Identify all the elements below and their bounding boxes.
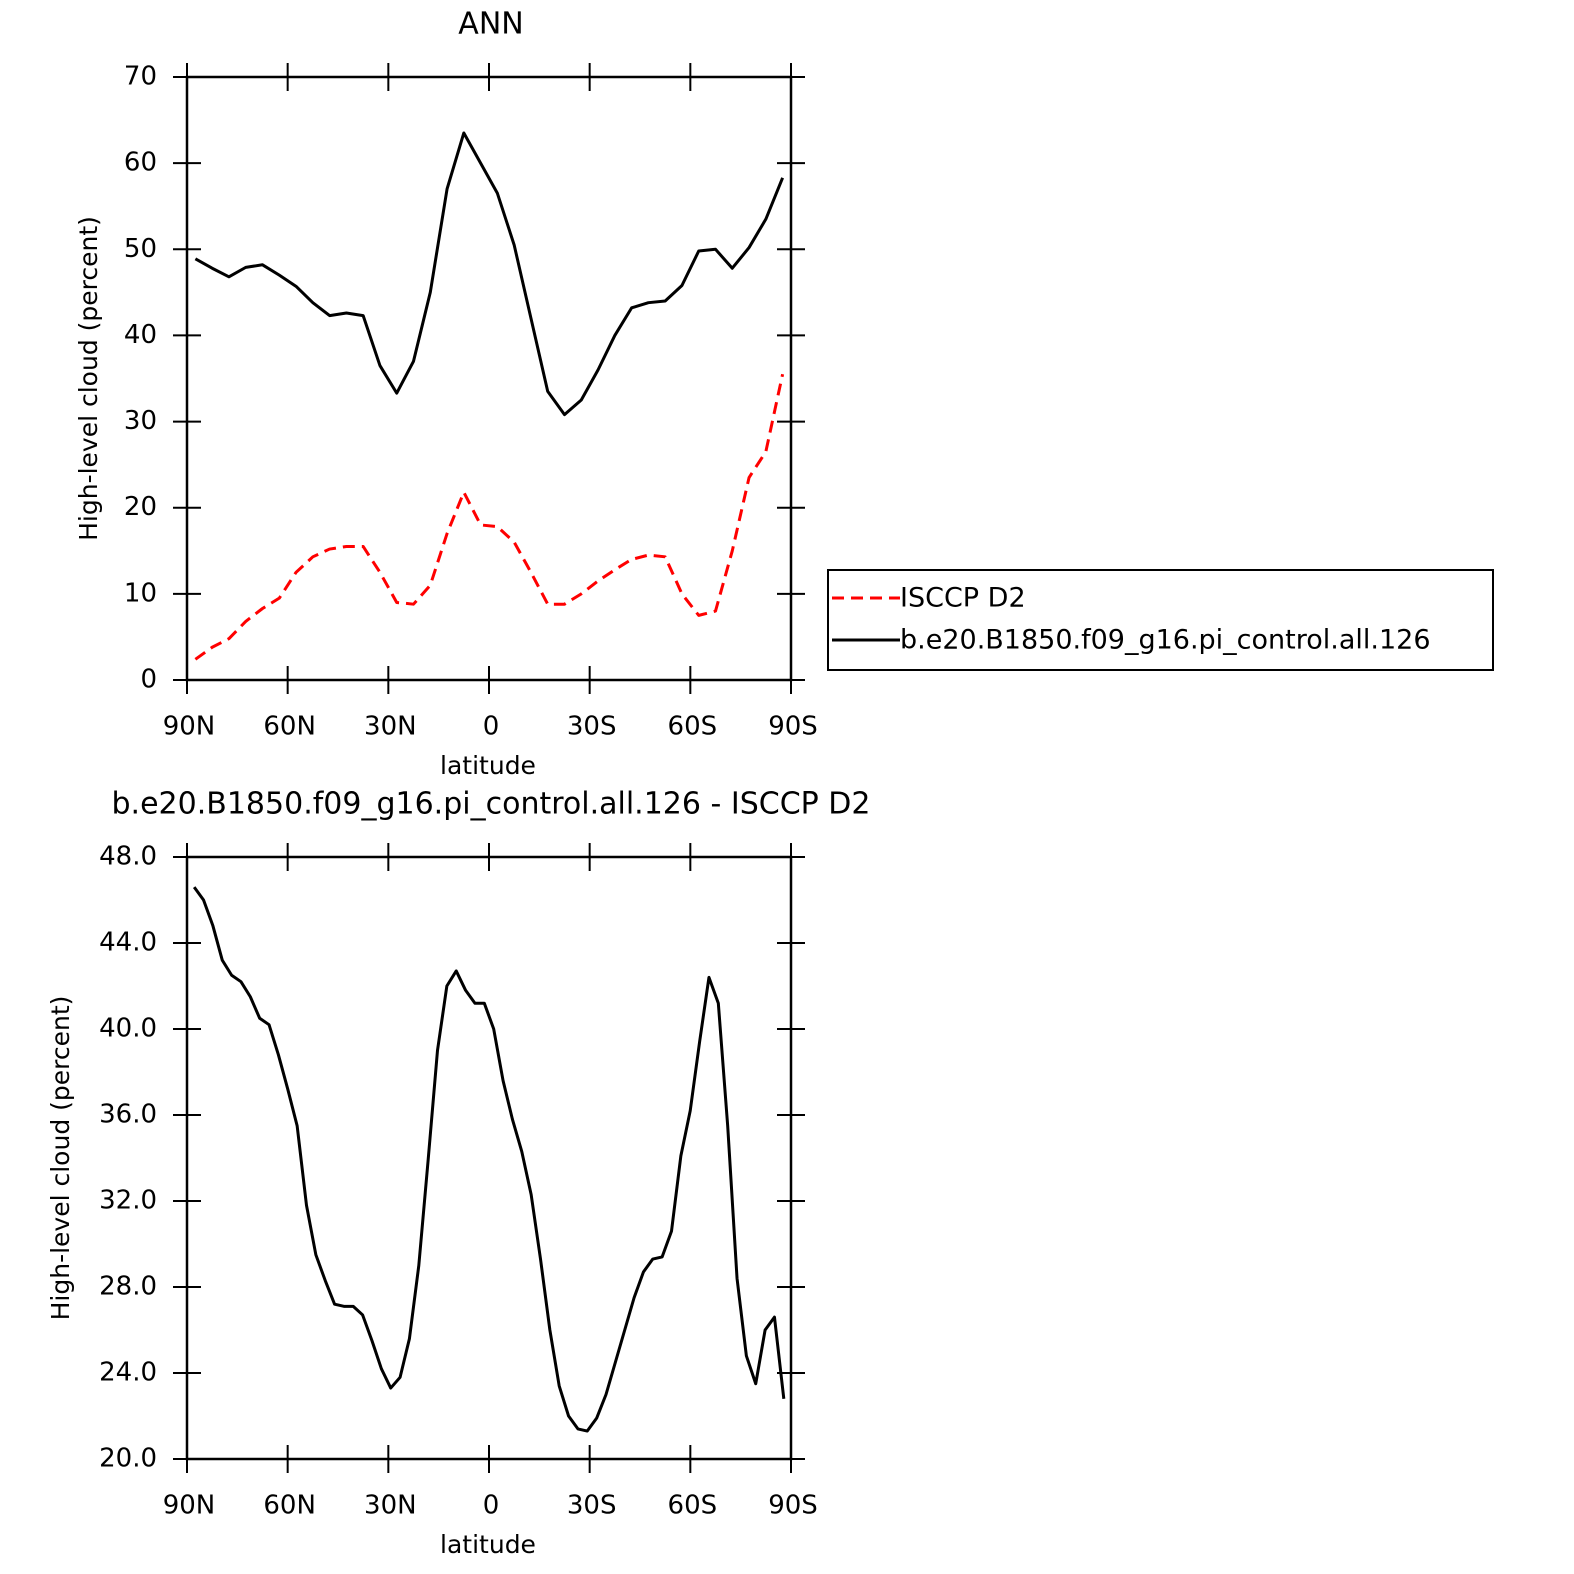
y-tick-label: 48.0 xyxy=(99,842,157,872)
x-tick-label: 90N xyxy=(163,1491,216,1521)
plot-frame xyxy=(185,75,793,682)
x-tick-label: 60S xyxy=(668,712,718,742)
y-tick-label: 50 xyxy=(124,234,157,264)
x-tick-label: 60N xyxy=(263,712,316,742)
x-tick-label: 30S xyxy=(567,712,617,742)
x-axis-label: latitude xyxy=(440,751,536,780)
data-line xyxy=(192,886,786,1433)
y-tick-label: 10 xyxy=(124,578,157,608)
x-tick-label: 0 xyxy=(483,712,500,742)
x-tick-label: 0 xyxy=(483,1491,500,1521)
y-tick-label: 28.0 xyxy=(99,1272,157,1302)
x-tick-label: 90S xyxy=(768,712,818,742)
plot-frame xyxy=(185,855,793,1461)
y-axis-label: High-level cloud (percent) xyxy=(74,216,103,541)
data-line xyxy=(194,373,785,661)
legend-label: b.e20.B1850.f09_g16.pi_control.all.126 xyxy=(900,625,1431,656)
x-tick-label: 60S xyxy=(668,1491,718,1521)
legend-label: ISCCP D2 xyxy=(900,583,1026,614)
legend-box xyxy=(827,569,1494,671)
x-tick-label: 60N xyxy=(263,1491,316,1521)
x-tick-label: 30N xyxy=(364,1491,417,1521)
y-tick-label: 40 xyxy=(124,320,157,350)
y-tick-label: 30 xyxy=(124,406,157,436)
chart-title: ANN xyxy=(458,7,523,42)
x-tick-label: 90S xyxy=(768,1491,818,1521)
y-tick-label: 60 xyxy=(124,148,157,178)
x-tick-label: 30N xyxy=(364,712,417,742)
y-axis-label: High-level cloud (percent) xyxy=(46,996,75,1321)
y-tick-label: 40.0 xyxy=(99,1014,157,1044)
y-tick-label: 20.0 xyxy=(99,1444,157,1474)
y-tick-label: 36.0 xyxy=(99,1100,157,1130)
x-tick-label: 90N xyxy=(163,712,216,742)
data-line xyxy=(194,131,784,417)
y-tick-label: 24.0 xyxy=(99,1358,157,1388)
y-tick-label: 20 xyxy=(124,492,157,522)
x-tick-label: 30S xyxy=(567,1491,617,1521)
y-tick-label: 0 xyxy=(140,665,157,695)
x-axis-label: latitude xyxy=(440,1530,536,1559)
y-tick-label: 32.0 xyxy=(99,1186,157,1216)
chart-title: b.e20.B1850.f09_g16.pi_control.all.126 -… xyxy=(112,787,871,822)
y-tick-label: 44.0 xyxy=(99,928,157,958)
y-tick-label: 70 xyxy=(124,62,157,92)
